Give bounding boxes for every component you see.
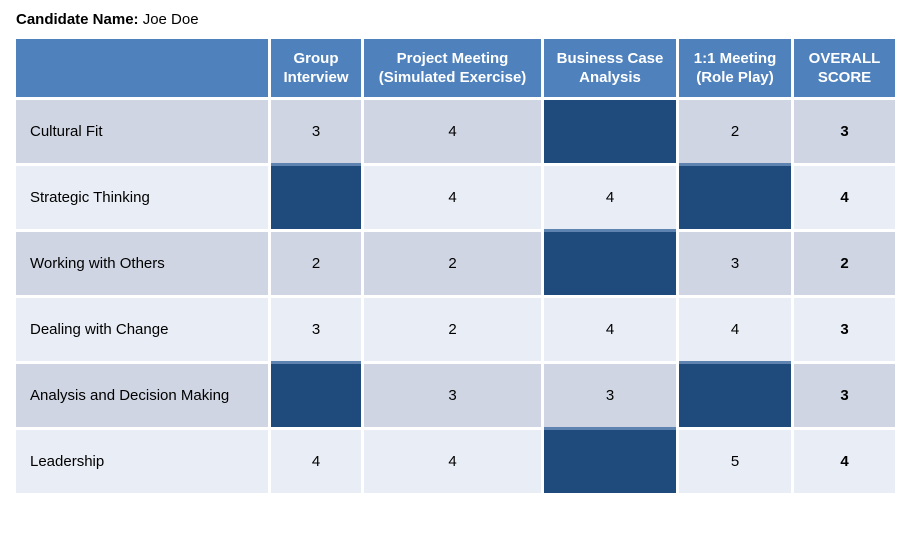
score-cell: 4 xyxy=(364,100,541,163)
table-row: Leadership 4 4 5 4 xyxy=(16,427,895,493)
score-cell: 3 xyxy=(364,364,541,427)
overall-score-cell: 3 xyxy=(794,364,895,427)
column-header-one-to-one-meeting: 1:1 Meeting (Role Play) xyxy=(679,39,791,97)
table-row: Cultural Fit 3 4 2 3 xyxy=(16,100,895,163)
score-cell: 3 xyxy=(544,364,676,427)
score-cell: 2 xyxy=(679,100,791,163)
blank-dark-cell xyxy=(544,427,676,493)
score-cell: 4 xyxy=(679,298,791,361)
score-cell: 5 xyxy=(679,430,791,493)
row-label: Working with Others xyxy=(16,232,268,295)
overall-score-cell: 4 xyxy=(794,430,895,493)
overall-score-cell: 3 xyxy=(794,100,895,163)
row-label: Strategic Thinking xyxy=(16,166,268,229)
score-cell: 4 xyxy=(271,430,361,493)
header-row: Group Interview Project Meeting (Simulate… xyxy=(16,39,895,97)
overall-score-cell: 2 xyxy=(794,232,895,295)
table-row: Dealing with Change 3 2 4 4 3 xyxy=(16,298,895,361)
row-label: Analysis and Decision Making xyxy=(16,364,268,427)
column-header-criteria xyxy=(16,39,268,97)
blank-dark-cell xyxy=(679,361,791,427)
score-cell: 3 xyxy=(271,100,361,163)
assessment-score-table: Group Interview Project Meeting (Simulate… xyxy=(13,36,898,496)
row-label: Leadership xyxy=(16,430,268,493)
score-cell: 3 xyxy=(271,298,361,361)
score-cell: 4 xyxy=(544,166,676,229)
row-label: Dealing with Change xyxy=(16,298,268,361)
candidate-name-value: Joe Doe xyxy=(142,11,199,28)
overall-score-cell: 3 xyxy=(794,298,895,361)
column-header-project-meeting: Project Meeting (Simulated Exercise) xyxy=(364,39,541,97)
blank-dark-cell xyxy=(679,163,791,229)
score-cell: 4 xyxy=(364,430,541,493)
table-row: Strategic Thinking 4 4 4 xyxy=(16,163,895,229)
overall-score-cell: 4 xyxy=(794,166,895,229)
blank-dark-cell xyxy=(544,100,676,163)
table-row: Analysis and Decision Making 3 3 3 xyxy=(16,361,895,427)
score-cell: 2 xyxy=(364,298,541,361)
table-row: Working with Others 2 2 3 2 xyxy=(16,229,895,295)
score-cell: 2 xyxy=(364,232,541,295)
page-title: Candidate Name: Joe Doe xyxy=(16,10,905,29)
score-cell: 2 xyxy=(271,232,361,295)
column-header-overall-score: OVERALL SCORE xyxy=(794,39,895,97)
blank-dark-cell xyxy=(271,163,361,229)
candidate-name-label: Candidate Name: xyxy=(16,11,139,28)
score-cell: 4 xyxy=(544,298,676,361)
table-body: Cultural Fit 3 4 2 3 Strategic Thinking 4 4 4 Wor… xyxy=(16,100,895,493)
column-header-group-interview: Group Interview xyxy=(271,39,361,97)
column-header-business-case-analysis: Business Case Analysis xyxy=(544,39,676,97)
blank-dark-cell xyxy=(271,361,361,427)
score-cell: 3 xyxy=(679,232,791,295)
blank-dark-cell xyxy=(544,229,676,295)
score-cell: 4 xyxy=(364,166,541,229)
table-header: Group Interview Project Meeting (Simulate… xyxy=(16,39,895,97)
row-label: Cultural Fit xyxy=(16,100,268,163)
